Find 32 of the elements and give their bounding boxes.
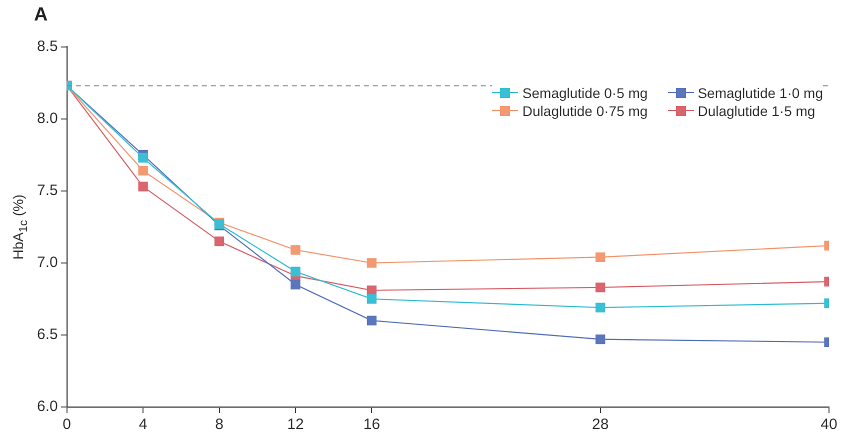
x-tick-label: 8	[215, 416, 224, 434]
legend-label: Semaglutide 1·0 mg	[698, 84, 823, 101]
y-tick-label: 8.5	[36, 38, 58, 55]
x-tick-label: 16	[363, 416, 380, 434]
point	[366, 316, 377, 326]
x-tick-label: 4	[138, 416, 148, 434]
x-tick-label: 12	[287, 416, 304, 434]
point	[138, 152, 148, 163]
point	[290, 266, 300, 276]
point	[596, 282, 606, 292]
point	[138, 166, 148, 176]
legend-label: Semaglutide 0·5 mg	[522, 84, 648, 101]
point	[596, 334, 606, 344]
point	[138, 182, 148, 192]
x-tick-label: 28	[592, 416, 609, 434]
point	[366, 294, 377, 304]
legend-label: Dulaglutide 1·5 mg	[698, 102, 816, 119]
legend-label: Dulaglutide 0·75 mg	[522, 102, 648, 119]
point	[596, 252, 606, 262]
point	[366, 258, 377, 268]
chart-title: A	[34, 4, 48, 26]
point	[290, 280, 300, 290]
y-tick-label: 7.0	[36, 254, 58, 272]
point	[290, 245, 300, 255]
y-tick-label: 6.5	[36, 326, 58, 344]
point	[596, 302, 606, 312]
x-tick-label: 40	[820, 416, 838, 434]
y-tick-label: 7.5	[36, 182, 58, 200]
x-tick-label: 0	[62, 416, 72, 434]
y-tick-label: 6.0	[36, 398, 58, 416]
y-tick-label: 8.0	[36, 110, 58, 127]
point	[214, 236, 224, 246]
